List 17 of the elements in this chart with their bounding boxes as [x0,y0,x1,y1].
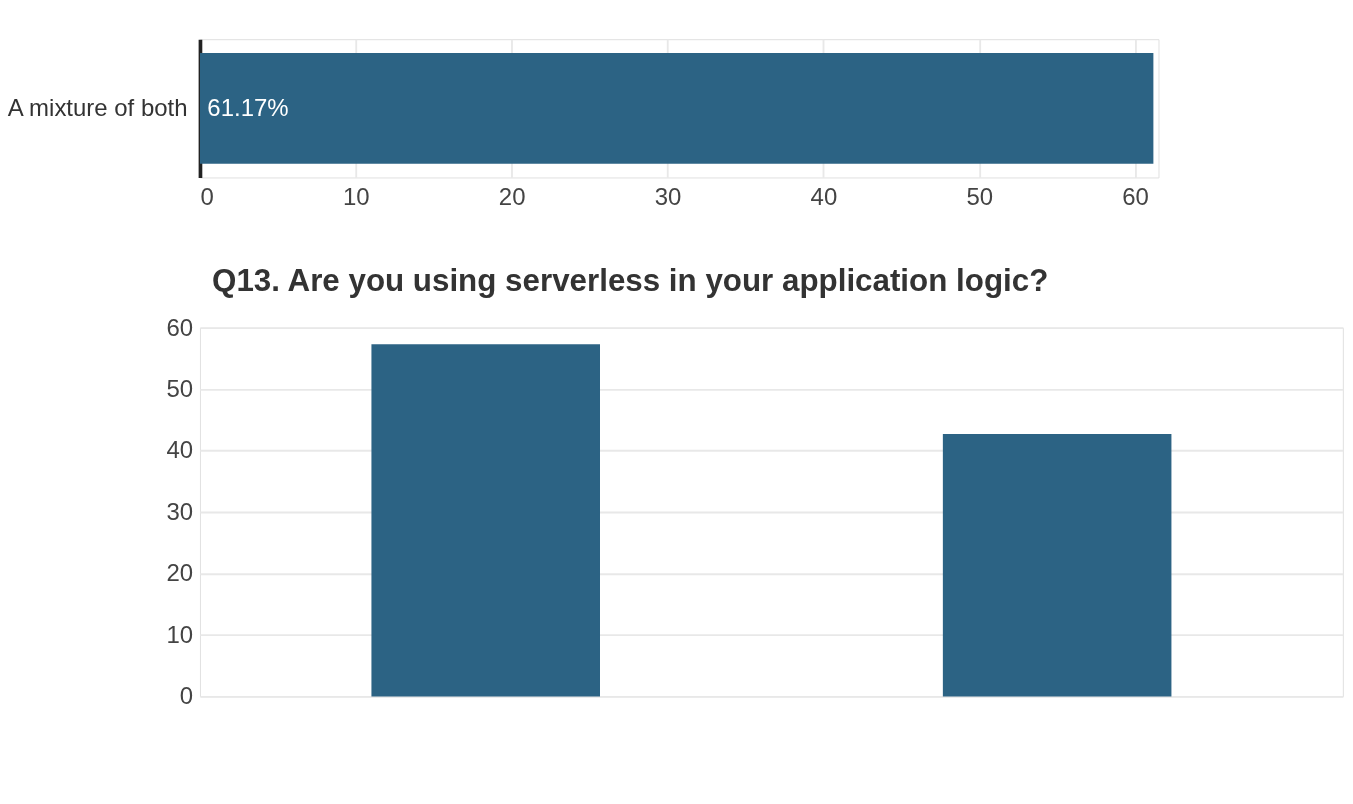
y-tick-label: 0 [179,682,194,710]
x-tick-label: 60 [1122,182,1149,210]
x-tick-label: 30 [654,182,682,210]
chart-title: Q13. Are you using serverless in your application logic? [212,262,1049,298]
y-tick-label: 50 [166,375,194,402]
y-tick-label: 60 [166,313,194,341]
y-tick-label: 20 [166,559,194,587]
y-tick-label: 40 [166,436,194,464]
data-label: 61.17% [207,93,289,121]
x-tick-label: 0 [200,182,214,210]
x-tick-label: 40 [810,182,838,210]
y-tick-label: 30 [166,497,194,525]
y-tick-label: A mixture of both [7,93,188,121]
x-tick-label: 10 [342,182,370,210]
y-tick-label: 10 [166,620,194,648]
x-tick-label: 20 [498,182,526,210]
x-tick-label: 50 [966,182,994,210]
